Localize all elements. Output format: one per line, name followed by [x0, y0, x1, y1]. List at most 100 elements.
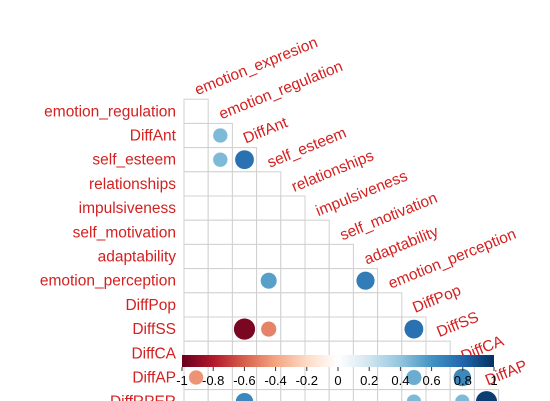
matrix-cell: [280, 316, 306, 342]
matrix-cell: [328, 243, 354, 270]
colorbar-gradient-bar: [182, 355, 494, 367]
matrix-cell: [304, 243, 330, 270]
column-label: DiffAnt: [241, 114, 291, 147]
matrix-cell: [304, 292, 330, 318]
matrix-cell: [207, 364, 233, 391]
matrix-cell: [183, 316, 209, 342]
colorbar-tick-label: 0.6: [423, 373, 441, 388]
matrix-cell: [231, 292, 258, 318]
row-labels: emotion_regulation DiffAnt self_esteemrela…: [40, 103, 177, 401]
row-label: DiffRPER: [110, 394, 176, 401]
matrix-cell: [425, 364, 451, 391]
colorbar-tick-label: 0.2: [360, 373, 378, 388]
row-label: DiffCA: [131, 345, 176, 362]
correlation-circle: [405, 369, 423, 386]
matrix-cell: [183, 122, 209, 149]
matrix-cell: [207, 268, 233, 294]
matrix-cell: [207, 219, 233, 245]
matrix-cell: [183, 195, 209, 221]
row-label: emotion_regulation: [44, 103, 176, 120]
column-label: DiffPop: [410, 282, 463, 317]
colorbar-tick-label: -0.4: [264, 373, 286, 388]
correlation-circle: [355, 271, 376, 291]
correlation-circle: [404, 319, 424, 339]
matrix-cell: [183, 171, 209, 197]
colorbar-tick-label: 0.4: [391, 373, 409, 388]
matrix-cell: [256, 243, 282, 270]
matrix-cell: [352, 364, 379, 391]
row-label: self_motivation: [73, 224, 176, 241]
matrix-cell: [231, 219, 258, 245]
correlation-circle: [188, 369, 204, 386]
correlation-circle: [260, 320, 277, 338]
matrix-cell: [377, 316, 403, 342]
matrix-cell: [328, 316, 354, 342]
matrix-cell: [352, 292, 379, 318]
matrix-cell: [183, 389, 209, 401]
matrix-cell: [280, 219, 306, 245]
matrix-cell: [183, 243, 209, 270]
matrix-cell: [256, 219, 282, 245]
matrix-cell: [207, 243, 233, 270]
matrix-cell: [183, 268, 209, 294]
row-label: DiffAnt: [130, 128, 177, 145]
matrix-cell: [280, 243, 306, 270]
matrix-cell: [352, 389, 379, 401]
matrix-cell: [256, 195, 282, 221]
colorbar-tick-label: -0.8: [202, 373, 224, 388]
matrix-cell: [280, 268, 306, 294]
correlation-circle: [212, 151, 229, 168]
matrix-cell: [377, 389, 403, 401]
matrix-cell: [256, 389, 282, 401]
matrix-cell: [304, 316, 330, 342]
colorbar-tick-label: -0.2: [296, 373, 318, 388]
colorbar-tick-labels: -1 -0.8 -0.6 -0.4 -0.2 0 0.2 0.4 0.6 0.8 1: [176, 367, 498, 388]
matrix-cell: [256, 171, 282, 197]
matrix-cell: [352, 316, 379, 342]
colorbar-tick-label: 0: [334, 373, 341, 388]
correlation-circle: [260, 272, 278, 290]
matrix-cell: [207, 171, 233, 197]
row-label: DiffSS: [132, 321, 176, 338]
matrix-cell: [280, 292, 306, 318]
row-label: relationships: [89, 176, 176, 193]
matrix-cell: [304, 268, 330, 294]
colorbar-tick-label: -0.6: [233, 373, 255, 388]
row-label: DiffPop: [125, 297, 176, 314]
matrix-cell: [328, 389, 354, 401]
matrix-cell: [256, 292, 282, 318]
matrix-cell: [183, 147, 209, 173]
matrix-cell: [280, 389, 306, 401]
matrix-cell: [207, 316, 233, 342]
row-label: DiffAP: [132, 370, 176, 387]
matrix-cell: [207, 195, 233, 221]
colorbar: [182, 355, 494, 367]
row-label: adaptability: [98, 249, 177, 266]
matrix-cell: [231, 171, 258, 197]
matrix-cell: [425, 389, 451, 401]
matrix-cell: [231, 268, 258, 294]
matrix-cell: [280, 195, 306, 221]
correlation-circle: [235, 392, 254, 401]
row-label: emotion_perception: [40, 273, 176, 290]
matrix-cell: [231, 243, 258, 270]
correlation-circle: [212, 127, 229, 144]
matrix-cell: [207, 292, 233, 318]
matrix-cell: [183, 292, 209, 318]
matrix-cell: [183, 98, 209, 124]
correlation-circle: [233, 317, 256, 341]
matrix-cell: [207, 389, 233, 401]
matrix-cell: [183, 219, 209, 245]
column-label: DiffSS: [434, 309, 481, 341]
matrix-cell: [328, 292, 354, 318]
row-label: self_esteem: [92, 152, 176, 169]
colorbar-tick-label: -1: [176, 373, 188, 388]
row-label: impulsiveness: [79, 200, 177, 217]
matrix-cell: [231, 195, 258, 221]
colorbar-tick-label: 1: [490, 373, 497, 388]
correlation-circle: [454, 393, 470, 401]
correlation-circle: [406, 393, 422, 401]
correlation-circle: [475, 390, 498, 401]
correlation-circle: [234, 149, 255, 170]
